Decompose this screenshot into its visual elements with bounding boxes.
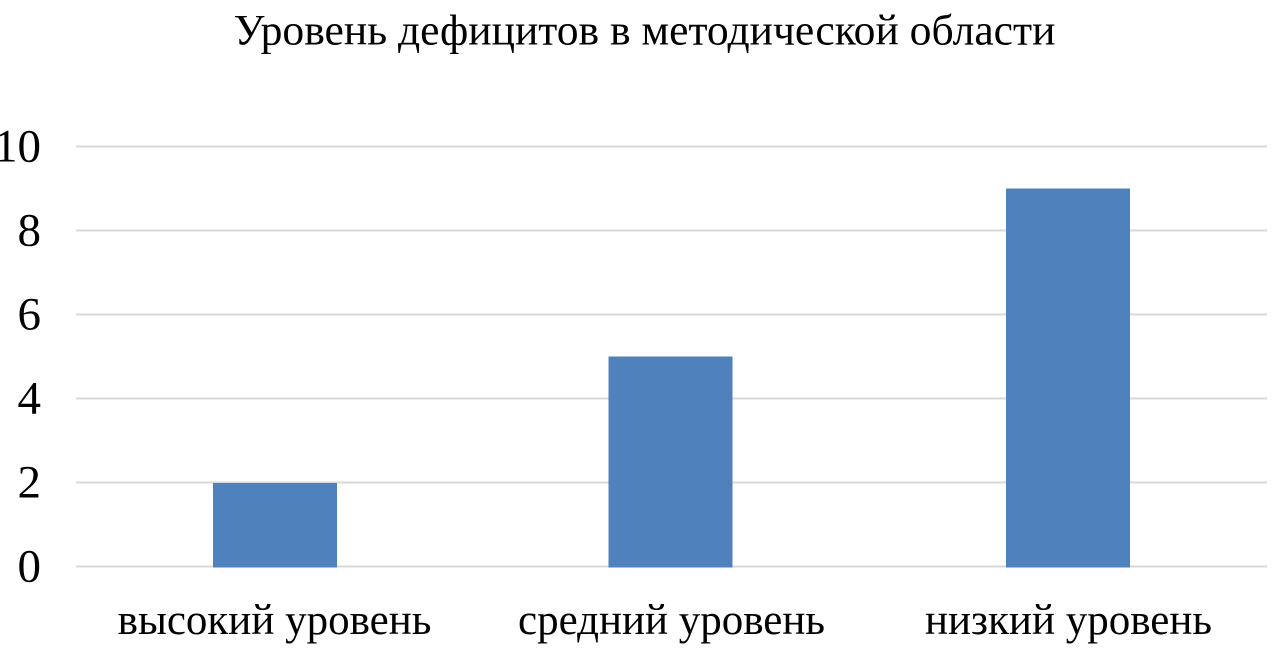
svg-text:4: 4: [18, 373, 42, 425]
svg-text:Уровень дефицитов в методическ: Уровень дефицитов в методической области: [234, 7, 1056, 55]
svg-text:низкий уровень: низкий уровень: [925, 597, 1212, 644]
svg-text:8: 8: [18, 205, 42, 257]
svg-text:высокий уровень: высокий уровень: [118, 597, 432, 644]
svg-text:2: 2: [18, 457, 42, 509]
svg-text:0: 0: [18, 541, 42, 593]
svg-text:10: 10: [0, 121, 41, 173]
svg-text:средний уровень: средний уровень: [518, 597, 825, 644]
svg-text:6: 6: [18, 289, 42, 341]
